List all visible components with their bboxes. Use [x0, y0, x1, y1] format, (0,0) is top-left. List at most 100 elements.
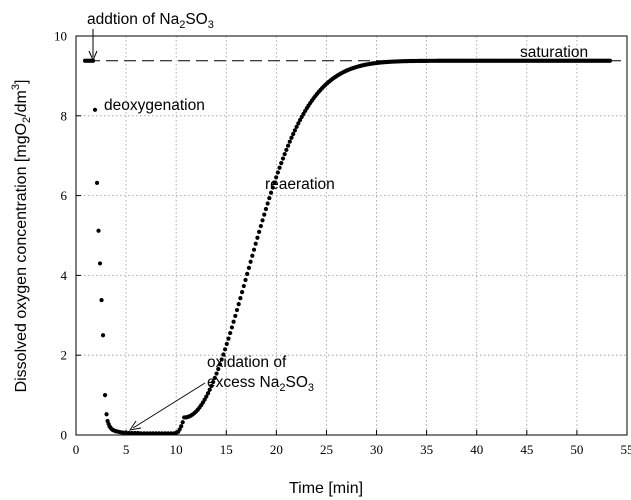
- x-tick-label: 45: [520, 442, 533, 457]
- data-point: [104, 412, 109, 417]
- annotation-addition: addtion of Na2SO3: [87, 11, 214, 31]
- data-point: [145, 431, 150, 436]
- y-tick-label: 10: [54, 29, 67, 44]
- annotation-deoxygenation: deoxygenation: [104, 97, 205, 114]
- data-point: [166, 431, 171, 436]
- x-tick-label: 15: [220, 442, 233, 457]
- data-point: [260, 218, 265, 223]
- data-point: [154, 431, 159, 436]
- data-point: [280, 156, 286, 161]
- data-point: [250, 253, 255, 258]
- data-point: [160, 431, 165, 436]
- y-axis-label: Dissolved oxygen concentration [mgO2/dm3…: [10, 80, 33, 393]
- data-point: [284, 147, 289, 152]
- data-point: [270, 185, 275, 190]
- y-tick-label: 2: [61, 348, 68, 363]
- data-point: [296, 121, 301, 126]
- data-point: [246, 265, 252, 270]
- y-tick-label: 4: [61, 268, 68, 283]
- data-point: [157, 431, 162, 436]
- oxidation-arrow: [129, 382, 206, 431]
- data-point: [279, 160, 284, 166]
- data-point: [202, 397, 207, 402]
- data-point: [234, 307, 240, 313]
- annotation-saturation: saturation: [520, 44, 588, 61]
- data-point: [289, 135, 294, 140]
- data-point: [262, 212, 267, 217]
- data-point: [221, 352, 226, 357]
- data-point: [207, 387, 212, 392]
- data-point: [97, 261, 103, 266]
- data-point: [205, 391, 211, 396]
- data-point: [224, 341, 229, 347]
- data-point: [96, 228, 101, 233]
- x-tick-label: 20: [270, 442, 283, 457]
- data-point: [142, 431, 147, 436]
- data-point: [148, 431, 153, 436]
- data-point: [169, 431, 174, 436]
- data-point: [272, 180, 277, 185]
- y-tick-label: 8: [61, 108, 68, 123]
- annotation-oxidation-line1: oxidation of: [207, 354, 287, 371]
- data-point: [217, 362, 223, 367]
- x-tick-label: 50: [570, 442, 583, 457]
- data-point: [287, 139, 292, 144]
- data-point: [212, 375, 217, 380]
- data-point: [231, 319, 236, 324]
- data-point: [179, 424, 184, 429]
- y-tick-label: 6: [61, 188, 68, 203]
- data-point: [229, 325, 234, 330]
- plot-frame: [75, 35, 628, 436]
- data-point: [245, 271, 250, 277]
- data-point: [291, 131, 296, 137]
- data-point: [180, 420, 185, 425]
- data-point: [251, 247, 257, 252]
- data-point: [248, 259, 253, 264]
- grid-lines: [76, 36, 627, 435]
- data-point: [151, 431, 156, 436]
- data-point: [120, 430, 126, 435]
- data-point: [294, 124, 299, 129]
- data-point: [209, 383, 214, 389]
- x-tick-label: 40: [470, 442, 483, 457]
- x-axis-label: Time [min]: [289, 480, 363, 497]
- annotation-oxidation-line2: excess Na2SO3: [207, 374, 314, 394]
- x-tick-label: 10: [170, 442, 183, 457]
- x-tick-label: 55: [621, 442, 631, 457]
- data-point: [99, 298, 104, 303]
- x-tick-label: 25: [320, 442, 333, 457]
- data-point: [228, 330, 233, 336]
- data-point: [268, 190, 274, 195]
- data-point: [253, 241, 258, 246]
- annotation-reaeration: reaeration: [265, 176, 335, 193]
- x-tick-label: 30: [370, 442, 383, 457]
- data-point: [216, 366, 221, 372]
- data-point: [255, 235, 260, 240]
- x-tick-label: 35: [420, 442, 433, 457]
- data-point: [274, 175, 279, 180]
- data-point: [211, 379, 216, 385]
- data-point: [241, 283, 246, 289]
- x-tick-label: 0: [73, 442, 80, 457]
- data-point: [257, 229, 262, 234]
- data-point: [177, 427, 182, 432]
- y-axis-ticks: 0 2 4 6 8 10: [54, 29, 81, 443]
- data-point: [139, 431, 144, 436]
- data-point: [126, 430, 132, 436]
- x-tick-label: 5: [123, 442, 130, 457]
- data-point: [292, 128, 297, 133]
- data-points: [82, 58, 613, 436]
- data-point: [258, 223, 263, 229]
- data-point: [219, 357, 224, 362]
- data-point: [277, 165, 282, 170]
- data-point: [92, 107, 98, 112]
- data-point: [238, 296, 243, 301]
- data-point: [265, 201, 270, 206]
- data-point: [263, 206, 269, 212]
- data-point: [100, 333, 106, 338]
- x-axis-ticks: 0 5 10 15 20 25 30 35 40 45 50 55: [73, 430, 631, 457]
- data-point: [282, 152, 287, 157]
- addition-arrow: [88, 29, 98, 62]
- data-point: [275, 170, 280, 175]
